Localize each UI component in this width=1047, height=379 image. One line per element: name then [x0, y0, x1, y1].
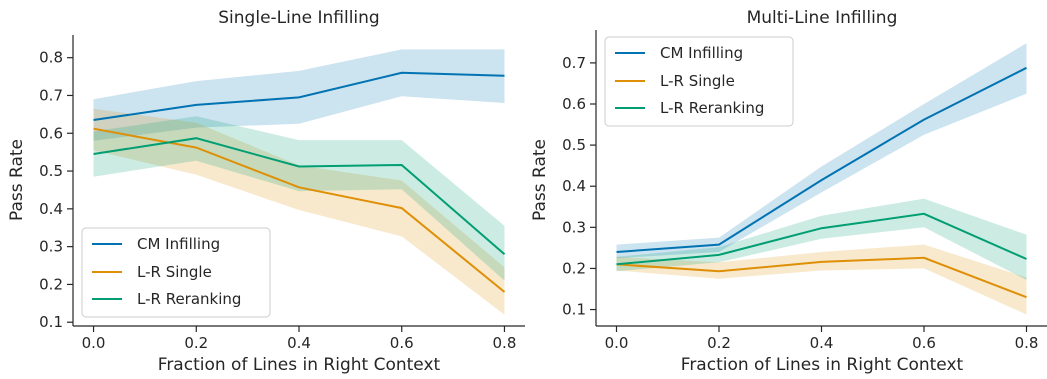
- y-tick-label: 0.2: [39, 275, 63, 293]
- y-tick-label: 0.4: [39, 200, 63, 218]
- x-axis-label: Fraction of Lines in Right Context: [681, 355, 964, 375]
- legend: CM Infilling L-R Single L-R Reranking: [81, 227, 271, 318]
- x-axis-label: Fraction of Lines in Right Context: [158, 355, 441, 375]
- y-tick-label: 0.1: [39, 313, 63, 331]
- x-tick-label: 0.6: [912, 334, 936, 352]
- x-tick-label: 0.8: [493, 334, 517, 352]
- x-tick-label: 0.2: [707, 334, 731, 352]
- legend-label: L-R Single: [660, 72, 735, 90]
- series-line: [616, 66, 1027, 253]
- x-tick-label: 0.8: [1015, 334, 1039, 352]
- panel-single-line: 0.1 0.2 0.3 0.4 0.5 0.6 0.7 0.8 0.0 0.2 0.4 0.6 0.8…: [7, 8, 525, 375]
- y-tick-label: 0.3: [39, 238, 63, 256]
- y-tick-label: 0.5: [562, 136, 586, 154]
- legend: CM Infilling L-R Single L-R Reranking: [604, 36, 794, 127]
- legend-label: L-R Reranking: [660, 99, 764, 117]
- confidence-band: [616, 198, 1027, 280]
- y-tick-label: 0.7: [39, 86, 63, 104]
- series-line: [93, 127, 506, 293]
- y-tick-label: 0.4: [562, 177, 586, 195]
- legend-label: CM Infilling: [137, 235, 220, 253]
- y-tick-label: 0.6: [39, 124, 63, 142]
- chart-title: Multi-Line Infilling: [747, 8, 898, 28]
- y-tick-label: 0.2: [562, 259, 586, 277]
- series-line: [616, 256, 1027, 299]
- y-tick-label: 0.7: [562, 54, 586, 72]
- y-tick-label: 0.1: [562, 301, 586, 319]
- bands-multi-line: [616, 43, 1027, 315]
- series-line: [93, 71, 505, 121]
- y-tick-label: 0.8: [39, 49, 63, 67]
- confidence-band: [616, 244, 1027, 315]
- x-tick-label: 0.4: [810, 334, 834, 352]
- y-axis-label: Pass Rate: [530, 139, 550, 221]
- legend-frame: [604, 36, 794, 127]
- legend-frame: [81, 227, 271, 318]
- y-tick-label: 0.3: [562, 218, 586, 236]
- lines-single-line: [93, 71, 506, 293]
- lines-multi-line: [616, 66, 1027, 299]
- legend-label: L-R Single: [137, 263, 212, 281]
- series-line: [616, 212, 1027, 266]
- confidence-band: [93, 116, 505, 281]
- confidence-band: [93, 108, 505, 315]
- x-tick-label: 0.6: [390, 334, 414, 352]
- chart-title: Single-Line Infilling: [218, 8, 379, 28]
- x-tick-label: 0.0: [82, 334, 106, 352]
- panel-multi-line: 0.1 0.2 0.3 0.4 0.5 0.6 0.7 0.0 0.2 0.4 0.6 0.8 Mu…: [530, 8, 1047, 375]
- x-tick-label: 0.4: [287, 334, 311, 352]
- y-ticks-multi-line: 0.1 0.2 0.3 0.4 0.5 0.6 0.7: [562, 54, 596, 319]
- legend-label: CM Infilling: [660, 44, 743, 62]
- y-tick-label: 0.6: [562, 95, 586, 113]
- y-ticks-single-line: 0.1 0.2 0.3 0.4 0.5 0.6 0.7 0.8: [39, 49, 73, 331]
- y-axis-label: Pass Rate: [7, 139, 27, 221]
- y-tick-label: 0.5: [39, 162, 63, 180]
- x-ticks-multi-line: 0.0 0.2 0.4 0.6 0.8: [605, 326, 1039, 352]
- legend-label: L-R Reranking: [137, 290, 241, 308]
- x-tick-label: 0.2: [184, 334, 208, 352]
- series-line: [93, 137, 506, 255]
- x-tick-label: 0.0: [605, 334, 629, 352]
- x-ticks-single-line: 0.0 0.2 0.4 0.6 0.8: [82, 326, 517, 352]
